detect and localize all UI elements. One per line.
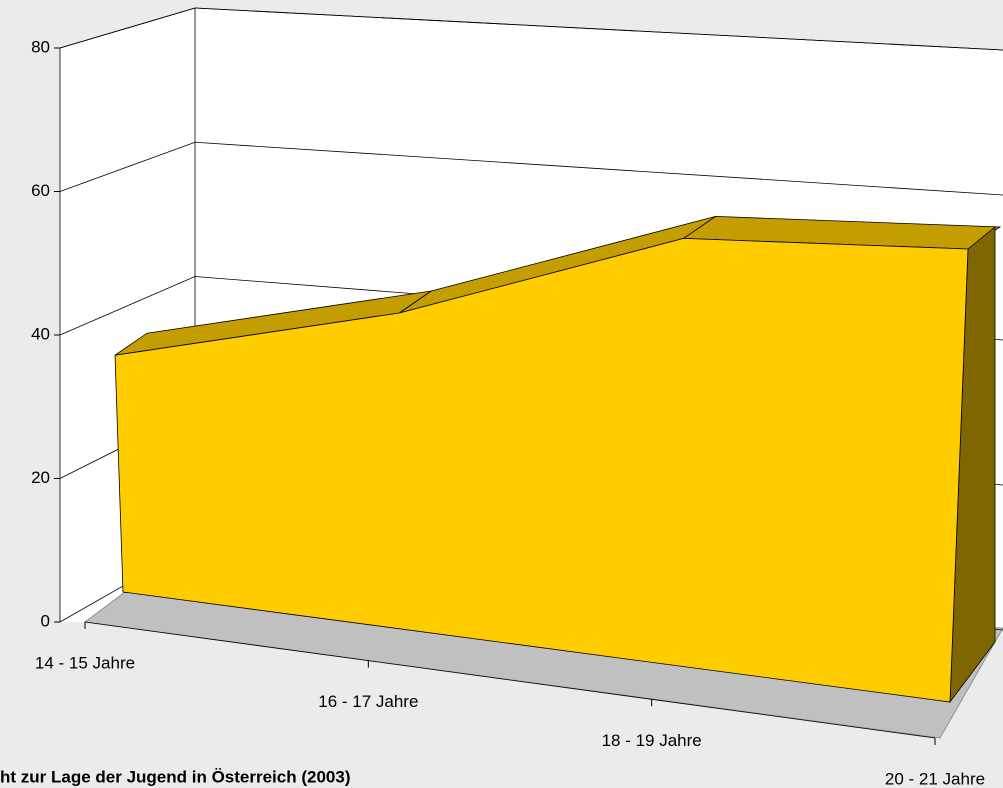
grid-line [59, 7, 1003, 51]
y-tick-label: 40 [31, 324, 50, 343]
x-tick-label: 14 - 15 Jahre [35, 653, 135, 672]
x-tick-label: 20 - 21 Jahre [885, 769, 985, 788]
y-tick-label: 80 [31, 37, 50, 56]
y-tick-label: 60 [31, 181, 50, 200]
x-tick-label: 16 - 17 Jahre [318, 692, 418, 711]
x-axis [84, 621, 936, 739]
y-tick-label: 20 [31, 468, 50, 487]
y-tick-label: 0 [41, 611, 50, 630]
x-tick-label: 18 - 19 Jahre [602, 731, 702, 750]
area-front [114, 237, 969, 703]
chart-title: ht zur Lage der Jugend in Österreich (20… [0, 767, 350, 786]
grid-line [59, 141, 1003, 196]
